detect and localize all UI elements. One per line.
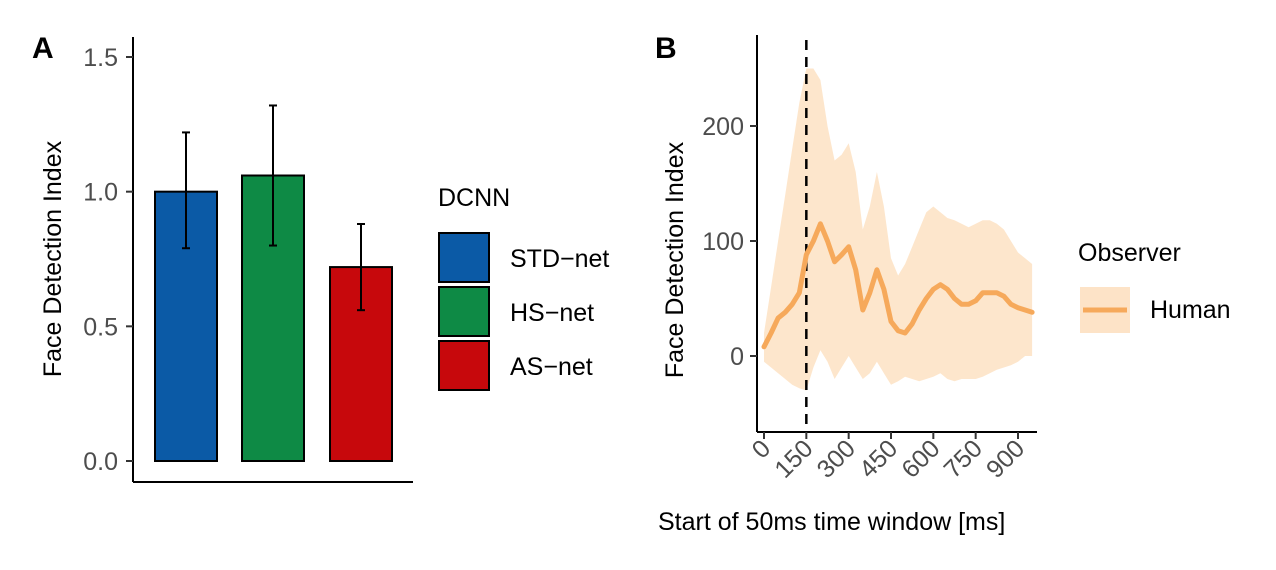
- panel-b-legend-title: Observer: [1078, 239, 1181, 267]
- panel-a: A 0.0 0.5 1.0 1.5 Face Detection Index DCNN…: [32, 32, 609, 483]
- legend-label-hs-net: HS−net: [510, 299, 594, 327]
- human-line: [761, 221, 1035, 350]
- legend-swatch-hs-net: [438, 286, 490, 337]
- panel-a-letter: A: [32, 32, 54, 65]
- human-ci-band: [764, 68, 1033, 391]
- panel-a-y-tick-label: 1.0: [83, 179, 118, 207]
- panel-b-x-tick-label: 900: [981, 434, 1030, 483]
- panel-a-error-bars: [182, 104, 365, 312]
- panel-b-letter: B: [655, 32, 677, 65]
- panel-b-x-tick-label: 450: [854, 434, 903, 483]
- panel-a-y-tick-label: 0.5: [83, 313, 118, 341]
- panel-b-y-tick-label: 200: [702, 113, 744, 141]
- panel-b-x-tick-label: 150: [769, 434, 818, 483]
- panel-a-y-tick-label: 1.5: [83, 44, 118, 72]
- panel-b-y-title: Face Detection Index: [661, 141, 689, 378]
- panel-b-x-tick-label: 0: [747, 434, 777, 464]
- legend-swatch-std-net: [438, 232, 490, 283]
- panel-b-y-tick-label: 100: [702, 228, 744, 256]
- panel-b-x-title: Start of 50ms time window [ms]: [658, 508, 1005, 536]
- panel-b-x-tick-label: 600: [896, 434, 945, 483]
- legend-swatch-as-net: [438, 340, 490, 391]
- panel-a-y-title: Face Detection Index: [39, 140, 67, 377]
- panel-b-x-tick-label: 750: [939, 434, 988, 483]
- legend-label-std-net: STD−net: [510, 245, 609, 273]
- panel-b-legend: Observer Human: [1078, 239, 1231, 333]
- panel-b-x-tick-label: 300: [812, 434, 861, 483]
- panel-a-legend: DCNN STD−net HS−net AS−net: [438, 184, 609, 391]
- legend-label-as-net: AS−net: [510, 353, 593, 381]
- panel-a-y-ticks: 0.0 0.5 1.0 1.5: [83, 44, 133, 476]
- panel-b-y-ticks: 0 100 200: [702, 113, 757, 371]
- panel-b-y-tick-label: 0: [730, 343, 744, 371]
- legend-label-human: Human: [1150, 296, 1231, 324]
- panel-a-y-tick-label: 0.0: [83, 448, 118, 476]
- panel-a-legend-title: DCNN: [438, 184, 510, 212]
